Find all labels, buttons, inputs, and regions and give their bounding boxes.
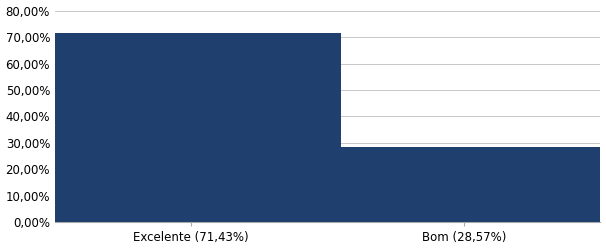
Bar <box>41 33 341 222</box>
Bar <box>314 147 606 222</box>
